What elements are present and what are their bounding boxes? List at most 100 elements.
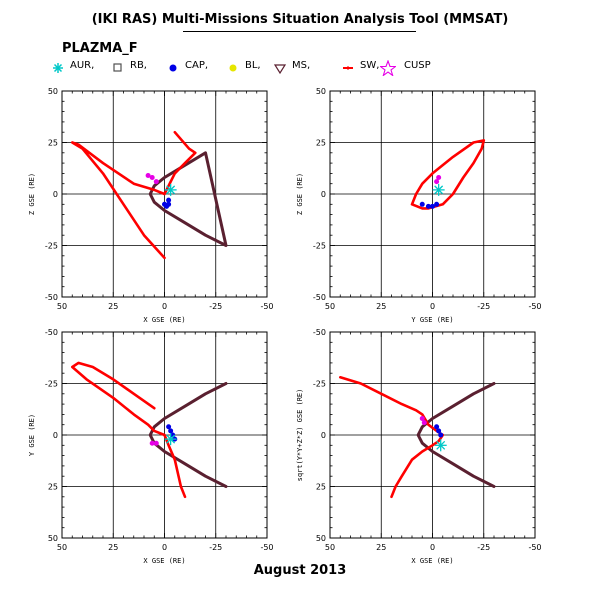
y-tick-label: 25 xyxy=(316,139,326,148)
legend-item-label: SW, xyxy=(360,60,380,71)
series-cap-point xyxy=(419,201,425,207)
series-cap-point xyxy=(430,203,435,209)
dash-icon xyxy=(343,66,353,70)
series-cusp-point xyxy=(145,172,151,178)
y-tick-label: 0 xyxy=(321,431,326,440)
series-cusp-point xyxy=(419,416,425,422)
legend: AUR, RB, CAP, BL, MS, SW, CUSP xyxy=(50,58,470,82)
series-sw-line xyxy=(71,361,187,499)
x-tick-label: 50 xyxy=(325,302,335,311)
x-tick-label: -50 xyxy=(528,543,541,552)
series-ms-line xyxy=(148,382,228,488)
y-axis-label: Z GSE (RE) xyxy=(296,173,304,215)
x-tick-label: -25 xyxy=(477,302,490,311)
square-icon xyxy=(113,63,122,72)
star-icon xyxy=(380,60,396,76)
series-cusp-point xyxy=(436,175,442,181)
x-axis-label: Y GSE (RE) xyxy=(411,316,453,324)
y-axis-label: Y GSE (RE) xyxy=(28,414,36,456)
series-sw-line xyxy=(338,375,445,499)
y-tick-label: 0 xyxy=(321,190,326,199)
x-tick-label: -25 xyxy=(209,302,222,311)
series-cap-point xyxy=(162,201,167,207)
y-tick-label: -25 xyxy=(45,242,58,251)
plot-data xyxy=(410,139,486,210)
aur-marker xyxy=(432,183,445,196)
y-tick-label: -50 xyxy=(45,293,58,302)
y-tick-label: 25 xyxy=(48,139,58,148)
x-tick-label: 0 xyxy=(162,302,167,311)
series-cusp-point xyxy=(421,420,427,426)
legend-item-label: CUSP xyxy=(404,60,431,71)
x-tick-label: 50 xyxy=(57,543,67,552)
y-tick-label: 0 xyxy=(53,431,58,440)
dot-icon xyxy=(169,64,177,72)
x-tick-label: -50 xyxy=(260,543,273,552)
legend-item-label: BL, xyxy=(245,60,261,71)
x-tick-label: -50 xyxy=(528,302,541,311)
y-tick-label: -50 xyxy=(45,328,58,337)
legend-item-label: MS, xyxy=(292,60,311,71)
series-ms-line xyxy=(148,151,228,247)
y-tick-label: -50 xyxy=(313,293,326,302)
y-tick-label: -25 xyxy=(313,380,326,389)
date-footer: August 2013 xyxy=(253,563,347,578)
y-tick-label: 25 xyxy=(316,483,326,492)
series-cusp-point xyxy=(434,179,440,185)
x-tick-label: -25 xyxy=(477,543,490,552)
dot-icon xyxy=(229,64,237,72)
y-tick-label: 25 xyxy=(48,483,58,492)
x-tick-label: 25 xyxy=(376,543,386,552)
y-axis-label: sqrt(Y*Y+Z*Z) GSE (RE) xyxy=(296,389,304,482)
x-tick-label: -25 xyxy=(209,543,222,552)
x-axis-label: X GSE (RE) xyxy=(143,557,185,565)
aur-marker xyxy=(164,183,177,196)
x-tick-label: 25 xyxy=(108,543,118,552)
triangle-down-icon xyxy=(273,64,287,75)
plot-data xyxy=(71,130,228,260)
aur-marker xyxy=(164,433,177,446)
y-tick-label: 50 xyxy=(316,534,326,543)
chart-panel-bottom-left: 50 25 0 -25 -50 -50 -25 0 25 50 X GSE (RE) Y GSE (R… xyxy=(28,328,274,565)
y-tick-label: -50 xyxy=(313,328,326,337)
x-tick-label: 50 xyxy=(57,302,67,311)
x-tick-label: -50 xyxy=(260,302,273,311)
title-underline xyxy=(183,31,416,32)
series-cap-point xyxy=(425,203,431,209)
x-tick-label: 25 xyxy=(108,302,118,311)
page-title: (IKI RAS) Multi-Missions Situation Analy… xyxy=(91,12,509,27)
series-cap-point xyxy=(438,432,444,438)
aur-marker xyxy=(434,439,447,452)
x-axis-label: X GSE (RE) xyxy=(143,316,185,324)
legend-item-label: CAP, xyxy=(185,60,209,71)
x-tick-label: 50 xyxy=(325,543,335,552)
series-cusp-point xyxy=(149,440,155,446)
plot-data xyxy=(71,361,228,499)
x-tick-label: 0 xyxy=(430,302,435,311)
series-sw-line xyxy=(410,139,486,210)
series-cap-point xyxy=(166,197,172,203)
y-axis-label: Z GSE (RE) xyxy=(28,173,36,215)
series-cap-point xyxy=(434,424,440,430)
y-tick-label: 50 xyxy=(48,534,58,543)
x-tick-label: 0 xyxy=(430,543,435,552)
y-tick-label: 0 xyxy=(53,190,58,199)
plot-data xyxy=(338,375,496,499)
asterisk-icon xyxy=(53,63,63,73)
legend-item-label: RB, xyxy=(130,60,147,71)
series-ms-line xyxy=(416,382,496,488)
chart-panel-bottom-right: 50 25 0 -25 -50 -50 -25 0 25 50 X GSE (RE) sqrt(Y*Y… xyxy=(296,328,542,565)
x-axis-label: X GSE (RE) xyxy=(411,557,453,565)
y-tick-label: -25 xyxy=(313,242,326,251)
series-cusp-point xyxy=(153,440,159,446)
series-cusp-point xyxy=(149,175,155,181)
series-cusp-point xyxy=(153,179,159,185)
legend-item-label: AUR, xyxy=(70,60,95,71)
series-sw-line xyxy=(71,130,197,260)
series-cap-point xyxy=(436,428,442,434)
x-tick-label: 25 xyxy=(376,302,386,311)
series-cap-point xyxy=(434,201,440,207)
